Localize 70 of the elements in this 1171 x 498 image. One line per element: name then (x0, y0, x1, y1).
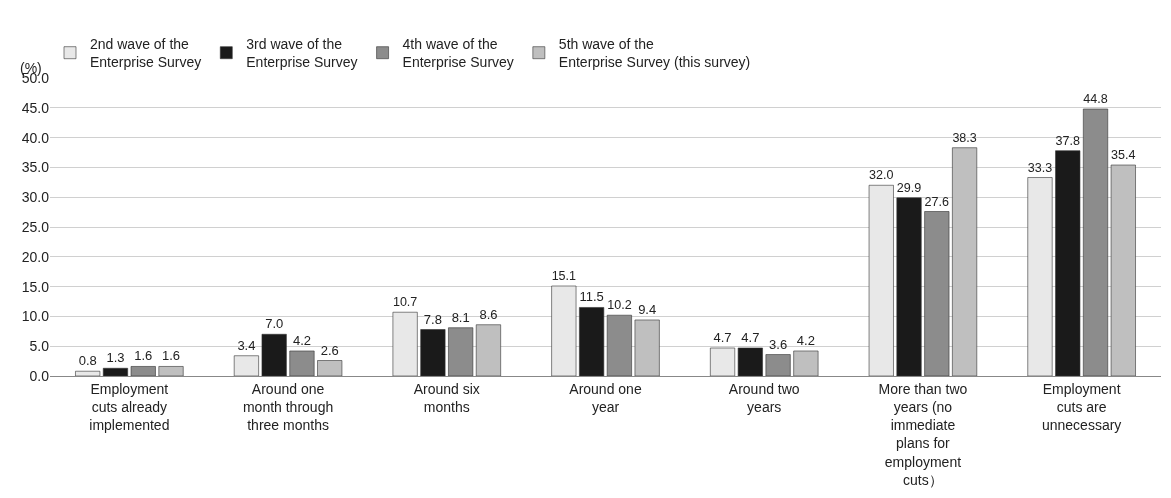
bar (793, 350, 819, 376)
x-tick-label: Around six months (413, 380, 480, 415)
y-tick-label: 20.0 (21, 248, 50, 265)
x-tick-label: Around two years (728, 380, 800, 415)
data-label: 7.8 (423, 311, 442, 327)
data-label: 10.2 (607, 298, 632, 313)
bar (896, 197, 922, 376)
data-label: 1.3 (106, 350, 125, 366)
bar (75, 370, 101, 376)
bar (158, 366, 184, 376)
data-label: 9.4 (638, 301, 657, 317)
data-label: 8.1 (451, 309, 470, 325)
y-tick-label: 45.0 (21, 99, 50, 116)
bar (392, 311, 418, 376)
y-tick-label: 35.0 (21, 159, 50, 176)
data-label: 4.2 (796, 332, 815, 348)
bar (634, 319, 660, 376)
bar (233, 355, 259, 376)
y-tick-label: 25.0 (21, 218, 50, 235)
bar (1027, 177, 1053, 376)
y-tick-label: 30.0 (21, 189, 50, 206)
data-label: 38.3 (952, 130, 977, 145)
data-label: 37.8 (1055, 133, 1080, 148)
bar (261, 333, 287, 376)
data-label: 35.4 (1111, 148, 1136, 163)
x-tick-label: Around one year (569, 380, 642, 415)
data-label: 27.6 (924, 194, 950, 209)
y-tick-label: 5.0 (29, 338, 50, 355)
bar (952, 147, 978, 376)
data-label: 15.1 (551, 269, 577, 284)
data-label: 1.6 (134, 348, 153, 364)
data-label: 3.6 (769, 336, 788, 352)
data-label: 10.7 (392, 295, 418, 310)
bar (420, 329, 446, 376)
bar (579, 307, 605, 376)
bar (317, 360, 343, 376)
x-tick-label: Employment cuts are unnecessary (1041, 380, 1122, 434)
data-label: 7.0 (265, 316, 284, 332)
bar (868, 184, 894, 376)
bar (475, 324, 501, 376)
legend-label: 3rd wave of the Enterprise Survey (246, 36, 358, 71)
legend-label: 5th wave of the Enterprise Survey (this survey) (558, 36, 751, 71)
data-label: 33.3 (1027, 160, 1053, 175)
bar (551, 285, 577, 376)
x-tick-label: Around one month through three months (242, 380, 334, 434)
y-tick-label: 0.0 (29, 367, 50, 384)
data-label: 1.6 (161, 348, 181, 364)
y-tick-label: 15.0 (21, 278, 50, 295)
bar (102, 367, 128, 376)
data-label: 11.5 (579, 289, 604, 305)
data-label: 4.7 (741, 329, 760, 345)
data-label: 2.6 (320, 342, 339, 358)
data-label: 32.0 (869, 168, 894, 183)
legend-label: 2nd wave of the Enterprise Survey (90, 36, 202, 71)
y-tick-label: 10.0 (21, 308, 50, 325)
bar (1110, 164, 1136, 376)
y-tick-label: 40.0 (21, 129, 50, 146)
data-label: 4.7 (713, 329, 732, 345)
data-label: 8.6 (479, 306, 498, 322)
legend-label: 4th wave of the Enterprise Survey (402, 36, 514, 71)
data-label: 0.8 (78, 353, 97, 369)
bar (737, 347, 763, 376)
x-tick-label: Employment cuts already implemented (89, 380, 170, 434)
bar (1055, 150, 1081, 376)
data-label: 29.9 (896, 180, 922, 195)
data-label: 4.2 (292, 332, 311, 348)
data-label: 44.8 (1083, 92, 1108, 107)
x-tick-label: More than two years (no immediate plans for employment cuts） (878, 380, 968, 488)
data-label: 3.4 (237, 337, 256, 353)
bar (710, 347, 736, 376)
